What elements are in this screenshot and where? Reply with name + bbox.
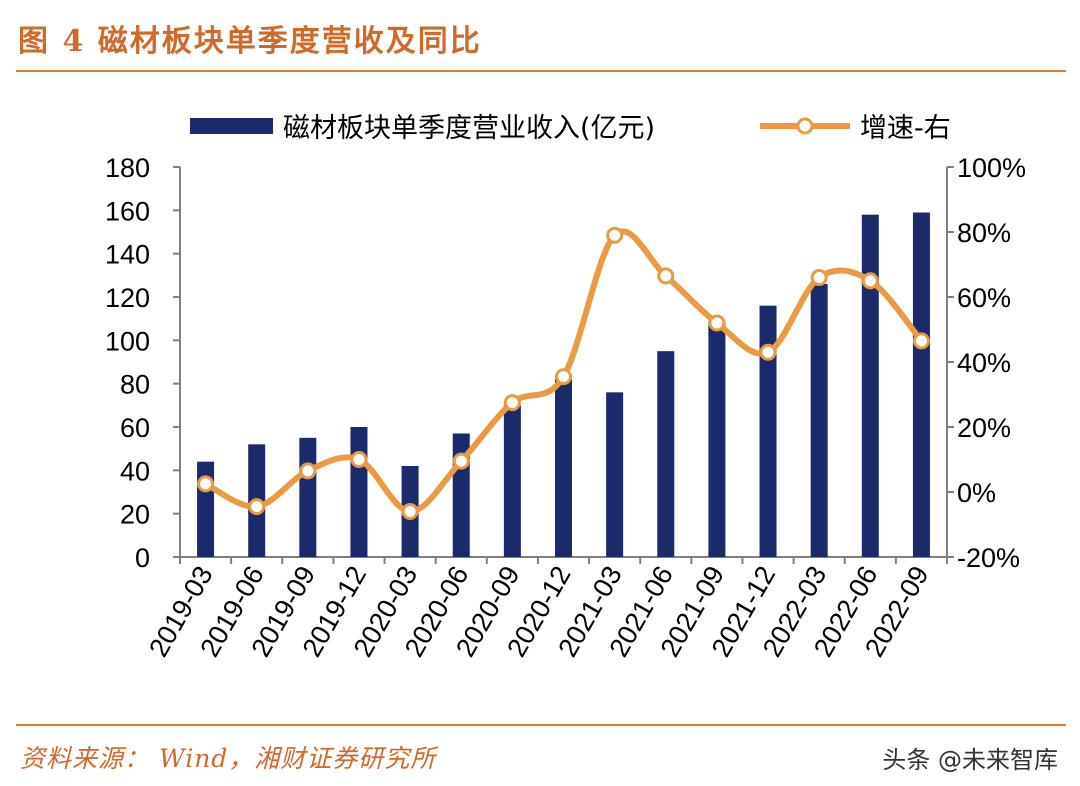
y-tick-label: 20 xyxy=(120,500,150,530)
bar xyxy=(810,284,828,557)
footer-rule xyxy=(16,724,1066,726)
growth-point xyxy=(810,269,828,286)
y2-tick-label: 100% xyxy=(957,153,1026,183)
y2-tick-label: -20% xyxy=(957,543,1020,573)
legend-bar-label: 磁材板块单季度营业收入(亿元) xyxy=(283,113,655,144)
growth-point xyxy=(606,226,624,244)
y-tick-label: 140 xyxy=(105,240,150,270)
y2-tick-label: 40% xyxy=(957,348,1011,378)
title-rule xyxy=(16,70,1066,72)
bar xyxy=(350,427,368,557)
growth-point xyxy=(555,368,572,386)
y-tick-label: 40 xyxy=(120,456,150,486)
figure-title: 图 4 磁材板块单季度营收及同比 xyxy=(18,24,482,59)
bar xyxy=(299,437,317,557)
watermark: 头条 @未来智库 xyxy=(882,746,1058,774)
source-note: 资料来源： Wind，湘财证券研究所 xyxy=(20,744,437,773)
growth-point xyxy=(657,267,675,285)
y2-tick-label: 20% xyxy=(957,413,1011,443)
y-tick-label: 180 xyxy=(105,153,150,183)
growth-point xyxy=(503,394,521,412)
growth-point xyxy=(861,272,879,290)
growth-point xyxy=(912,332,930,350)
bar xyxy=(606,392,624,557)
bar xyxy=(708,320,726,557)
bar xyxy=(912,212,930,557)
bar xyxy=(555,379,572,557)
bar xyxy=(657,351,675,557)
y-tick-label: 60 xyxy=(120,413,150,443)
legend-line-label: 增速-右 xyxy=(860,113,951,144)
growth-point xyxy=(350,451,368,468)
y2-tick-label: 60% xyxy=(957,283,1011,313)
growth-point xyxy=(759,343,777,361)
y-tick-label: 0 xyxy=(135,543,150,573)
y2-tick-label: 80% xyxy=(957,218,1011,248)
legend-bar-swatch xyxy=(190,118,273,134)
y-tick-label: 160 xyxy=(105,196,150,226)
y-tick-label: 120 xyxy=(105,283,150,313)
growth-point xyxy=(708,314,726,332)
bar xyxy=(759,305,777,557)
growth-line xyxy=(204,228,924,515)
y2-tick-label: 0% xyxy=(957,478,996,508)
bar xyxy=(861,214,879,557)
growth-point xyxy=(248,498,266,516)
y-tick-label: 100 xyxy=(105,326,150,356)
growth-point xyxy=(452,452,470,470)
bar xyxy=(503,405,521,557)
growth-point xyxy=(299,462,317,480)
growth-point xyxy=(401,503,419,520)
growth-point xyxy=(197,475,215,493)
y-tick-label: 80 xyxy=(120,370,150,400)
legend-line-marker xyxy=(796,117,814,135)
